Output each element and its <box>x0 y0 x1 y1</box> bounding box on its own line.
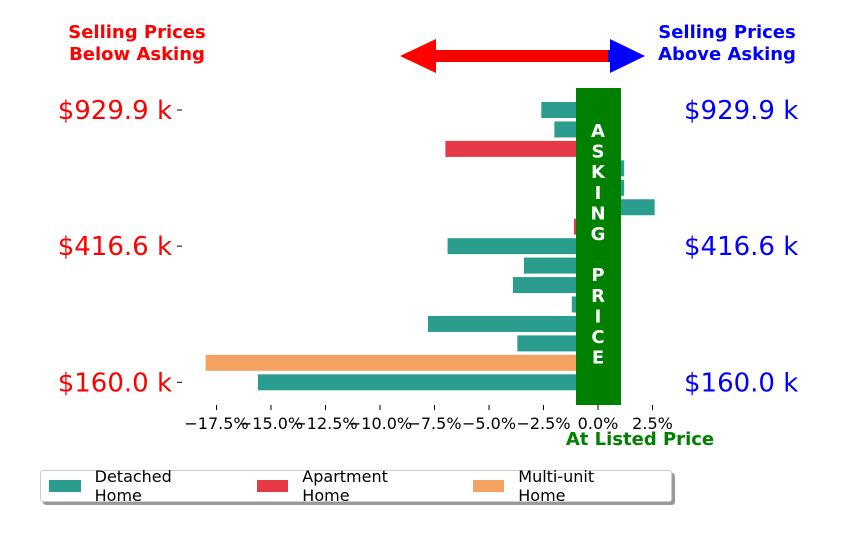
legend-item: Apartment Home <box>256 467 439 505</box>
legend-label: Detached Home <box>94 467 172 505</box>
legend-item: Multi-unit Home <box>472 467 645 505</box>
legend-label: Apartment Home <box>302 467 388 505</box>
at-listed-price-label: At Listed Price <box>566 429 714 450</box>
asking-letter: P <box>591 265 604 286</box>
legend: Detached Home Apartment Home Multi-unit Ho… <box>40 467 672 505</box>
legend-item: Detached Home <box>49 467 223 505</box>
bar-multiunit <box>205 354 598 371</box>
x-tick-label: −10.0% <box>348 414 412 433</box>
price-label-right: $160.0 k <box>684 368 798 398</box>
asking-letter: A <box>591 121 605 142</box>
asking-price-band <box>576 88 621 405</box>
bar-detached <box>447 238 598 255</box>
x-tick-label: −7.5% <box>407 414 461 433</box>
asking-letter: N <box>590 203 605 224</box>
x-tick-label: −12.5% <box>293 414 357 433</box>
arrow-head-right <box>610 39 645 73</box>
x-tick-label: −5.0% <box>462 414 516 433</box>
price-labels-group: $929.9 k $929.9 k $416.6 k $416.6 k $160.0 k… <box>58 96 799 398</box>
x-axis: −17.5%−15.0%−12.5%−10.0%−7.5% −5.0% −2.5% 0… <box>184 405 673 433</box>
below-asking-label-line2: Below Asking <box>69 44 205 65</box>
above-asking-label-line1: Selling Prices <box>658 22 795 43</box>
arrow-head-left <box>400 39 436 73</box>
double-arrow-icon <box>400 39 645 73</box>
x-tick-label: −2.5% <box>516 414 570 433</box>
legend-swatch <box>472 480 505 492</box>
asking-letter: E <box>592 348 604 369</box>
asking-letter: G <box>591 224 606 245</box>
legend-label: Multi-unit Home <box>518 467 595 505</box>
bar-detached <box>257 374 598 391</box>
bar-detached <box>427 315 598 332</box>
above-asking-label-line2: Above Asking <box>658 44 796 65</box>
asking-letter: R <box>591 286 605 307</box>
price-label-left: $160.0 k <box>58 368 172 398</box>
legend-swatch <box>256 480 289 492</box>
asking-letter: C <box>591 327 604 348</box>
asking-letter: K <box>591 162 606 183</box>
x-tick-label: 2.5% <box>632 414 673 433</box>
price-label-right: $929.9 k <box>684 96 798 126</box>
asking-letter: I <box>595 306 602 327</box>
bar-apartment <box>445 140 598 157</box>
x-tick-label: 0.0% <box>578 414 619 433</box>
price-label-left: $929.9 k <box>58 96 172 126</box>
arrow-shaft-red <box>432 50 608 62</box>
price-label-right: $416.6 k <box>684 232 798 262</box>
asking-letter: S <box>592 142 605 163</box>
price-label-left: $416.6 k <box>58 232 172 262</box>
x-tick-label: −15.0% <box>239 414 303 433</box>
below-asking-label-line1: Selling Prices <box>68 22 205 43</box>
x-tick-label: −17.5% <box>184 414 248 433</box>
asking-letter: I <box>595 183 602 204</box>
legend-swatch <box>49 480 81 492</box>
